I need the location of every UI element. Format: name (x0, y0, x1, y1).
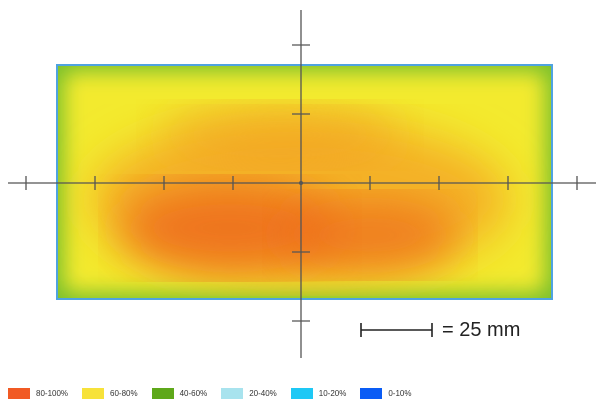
legend-swatch (290, 387, 313, 399)
legend-swatch (360, 387, 383, 399)
legend-label: 80-100% (36, 388, 69, 398)
legend-swatch (221, 387, 244, 399)
legend-swatch (8, 387, 30, 399)
legend-item-40-60: 40-60% (151, 387, 208, 399)
scale-bar-label: = 25 mm (442, 319, 521, 341)
legend-label: 40-60% (179, 388, 208, 398)
intensity-map-figure (8, 10, 596, 358)
legend-label: 0-10% (388, 388, 412, 398)
plate-orange-upper (160, 105, 400, 165)
legend-item-20-40: 20-40% (221, 387, 277, 399)
intensity-plate (57, 65, 552, 299)
plate-orange-core-2 (280, 197, 460, 273)
origin-dot (299, 181, 303, 185)
legend-label: 10-20% (318, 388, 347, 398)
legend-label: 60-80% (110, 388, 138, 398)
plate-orange-core (120, 183, 340, 273)
legend-item-60-80: 60-80% (82, 387, 138, 399)
legend-label: 20-40% (249, 388, 277, 398)
plate-grain (57, 65, 552, 299)
legend-item-10-20: 10-20% (290, 387, 347, 399)
scale-bar (360, 323, 433, 337)
color-legend: 80-100% 60-80% 40-60% 20-40% 10-20% 0-10… (8, 386, 425, 400)
legend-swatch (82, 387, 105, 399)
legend-item-0-10: 0-10% (360, 387, 412, 399)
legend-item-80-100: 80-100% (8, 387, 69, 399)
plate-border (56, 64, 553, 300)
legend-swatch (151, 387, 174, 399)
